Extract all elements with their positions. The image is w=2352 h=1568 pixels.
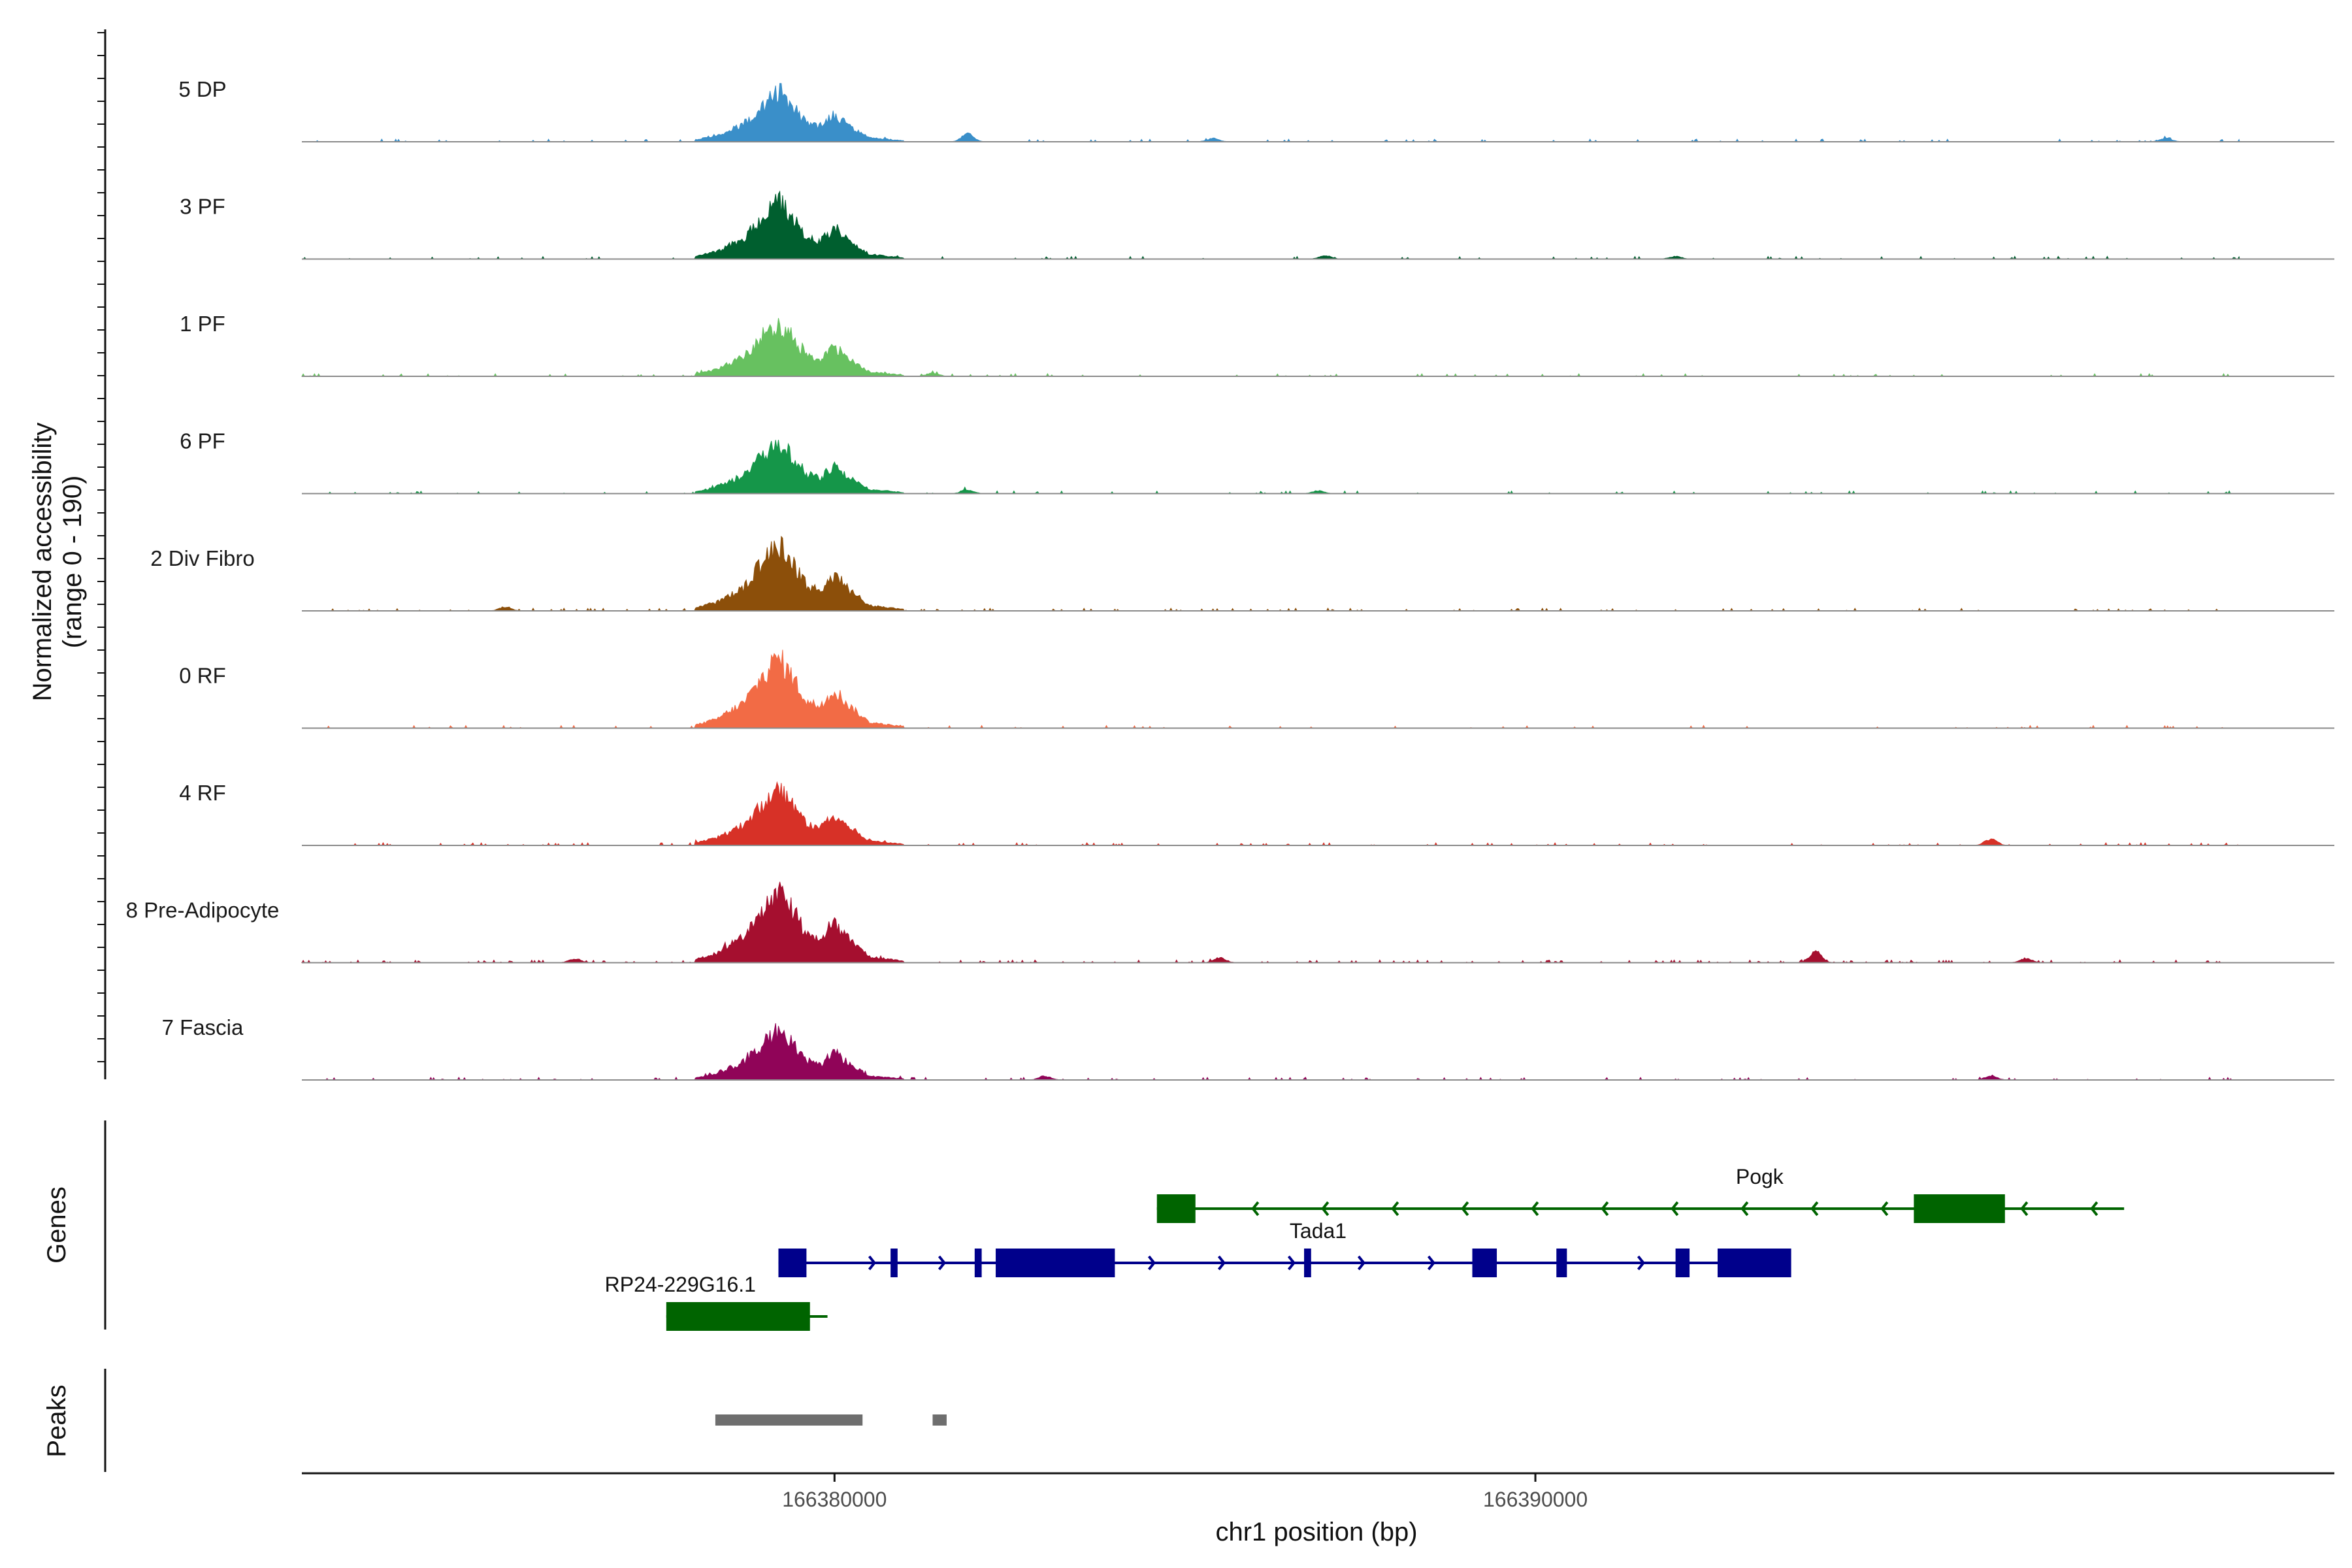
gene-exon <box>1556 1249 1567 1277</box>
y-axis-title-line2: (range 0 - 190) <box>58 476 87 649</box>
gene-exon <box>890 1249 898 1277</box>
coverage-area <box>301 881 2240 964</box>
strand-arrow <box>2020 1201 2029 1217</box>
y-axis-title-line1: Normalized accessibility <box>28 423 57 702</box>
coverage-area <box>301 318 2240 377</box>
gene-exon <box>1914 1194 2005 1223</box>
gene-exon <box>1472 1249 1497 1277</box>
strand-arrow <box>1531 1201 1539 1217</box>
strand-arrow <box>1671 1201 1679 1217</box>
strand-arrow <box>1321 1201 1330 1217</box>
strand-arrow <box>1810 1201 1819 1217</box>
strand-arrow <box>1740 1201 1749 1217</box>
strand-arrow <box>1427 1255 1436 1271</box>
coverage-area <box>302 1023 2240 1081</box>
coverage-y-axis-ticks <box>97 32 105 1062</box>
coverage-area <box>302 781 2240 846</box>
gene-exon <box>666 1302 810 1331</box>
track-4-rf: 4 RF <box>179 781 2334 846</box>
gene-exon <box>1717 1249 1791 1277</box>
gene-exon <box>1304 1249 1311 1277</box>
strand-arrow <box>1391 1201 1399 1217</box>
x-tick-label: 166390000 <box>1483 1488 1588 1511</box>
genes-panel-title: Genes <box>42 1186 71 1264</box>
track-label: 7 Fascia <box>162 1015 244 1039</box>
track-label: 1 PF <box>180 312 225 336</box>
gene-label: RP24-229G16.1 <box>605 1273 756 1296</box>
track-label: 0 RF <box>179 664 226 688</box>
peak-regions <box>715 1414 947 1426</box>
gene-exon <box>1675 1249 1690 1277</box>
track-label: 2 Div Fibro <box>150 546 255 570</box>
track-8-pre-adipocyte: 8 Pre-Adipocyte <box>126 881 2334 964</box>
gene-exon <box>996 1249 1115 1277</box>
x-axis-ticks: 166380000 166390000 <box>782 1473 1588 1511</box>
gene-annotations: Pogk Tada1 RP24-229G16.1 <box>605 1165 2125 1331</box>
strand-arrow <box>1217 1255 1226 1271</box>
track-0-rf: 0 RF <box>179 649 2334 729</box>
strand-arrow <box>1637 1255 1646 1271</box>
strand-arrow <box>1461 1201 1469 1217</box>
strand-arrow <box>868 1255 877 1271</box>
strand-arrow <box>1287 1255 1296 1271</box>
track-1-pf: 1 PF <box>180 312 2334 377</box>
coverage-tracks: 5 DP 3 PF 1 PF 6 PF 2 Div Fibro 0 RF 4 RF 8 Pre… <box>126 77 2334 1081</box>
gene-exon <box>974 1249 982 1277</box>
strand-arrow <box>1357 1255 1366 1271</box>
strand-arrow <box>1147 1255 1156 1271</box>
peak-region <box>932 1414 947 1426</box>
strand-arrow <box>2090 1201 2099 1217</box>
strand-arrow <box>1880 1201 1889 1217</box>
x-axis-title: chr1 position (bp) <box>1215 1518 1417 1546</box>
track-7-fascia: 7 Fascia <box>162 1015 2334 1081</box>
coverage-area <box>302 535 2240 612</box>
track-3-pf: 3 PF <box>180 190 2334 260</box>
x-tick-label: 166380000 <box>782 1488 887 1511</box>
track-6-pf: 6 PF <box>180 429 2334 495</box>
strand-arrow <box>938 1255 947 1271</box>
coverage-area <box>302 440 2240 495</box>
track-label: 6 PF <box>180 429 225 453</box>
track-label: 3 PF <box>180 195 225 219</box>
gene-exon <box>778 1249 807 1277</box>
gene-exon <box>1156 1194 1196 1223</box>
gene-label: Pogk <box>1736 1165 1784 1188</box>
gene-label: Tada1 <box>1290 1219 1347 1243</box>
track-label: 5 DP <box>178 77 226 101</box>
track-5-dp: 5 DP <box>178 77 2334 143</box>
coverage-area <box>302 83 2240 143</box>
coverage-area <box>302 649 2240 729</box>
peak-region <box>715 1414 863 1426</box>
gene-rp24-229g16-1: RP24-229G16.1 <box>605 1273 828 1331</box>
peaks-panel-title: Peaks <box>42 1384 71 1457</box>
strand-arrow <box>1601 1201 1609 1217</box>
track-label: 8 Pre-Adipocyte <box>126 898 280 923</box>
track-2-div-fibro: 2 Div Fibro <box>150 535 2334 612</box>
track-label: 4 RF <box>179 781 226 805</box>
strand-arrow <box>1251 1201 1260 1217</box>
coverage-area <box>302 190 2240 260</box>
gene-tada1: Tada1 <box>778 1219 1791 1277</box>
gene-pogk: Pogk <box>1156 1165 2125 1223</box>
